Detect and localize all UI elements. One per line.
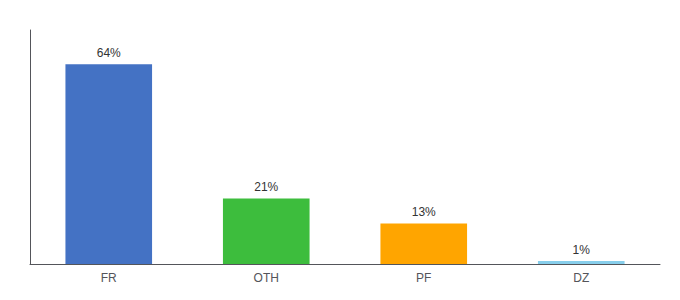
svg-text:FR: FR xyxy=(101,271,117,285)
svg-text:21%: 21% xyxy=(254,180,278,194)
svg-text:13%: 13% xyxy=(412,205,436,219)
svg-text:PF: PF xyxy=(416,271,431,285)
svg-text:OTH: OTH xyxy=(254,271,279,285)
svg-text:64%: 64% xyxy=(97,46,121,60)
svg-text:DZ: DZ xyxy=(573,271,589,285)
svg-text:1%: 1% xyxy=(573,243,591,257)
